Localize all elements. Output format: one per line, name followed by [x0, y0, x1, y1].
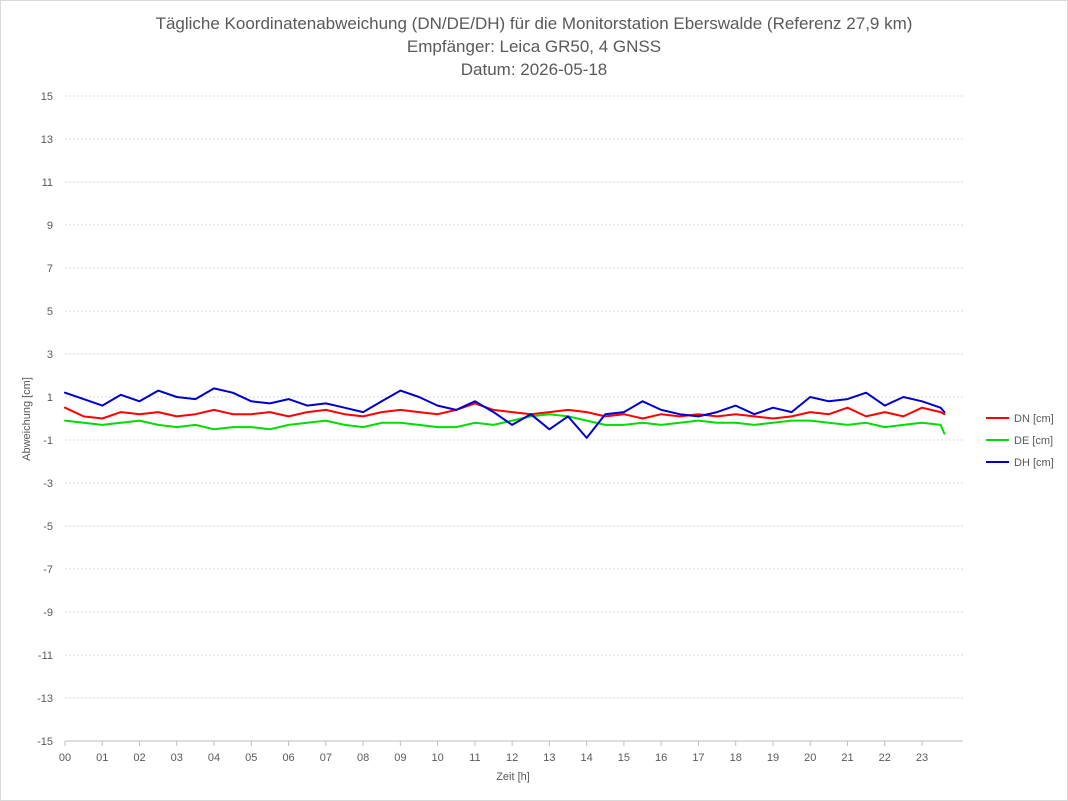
gridlines [65, 95, 963, 742]
x-tick-label: 08 [357, 752, 369, 764]
x-tick-label: 20 [804, 752, 816, 764]
legend-label: DH [cm] [1014, 457, 1054, 469]
x-tick-label: 14 [581, 752, 593, 764]
x-axis-label: Zeit [h] [496, 771, 530, 783]
x-tick-label: 23 [916, 752, 928, 764]
x-tick-label: 10 [431, 752, 443, 764]
legend: DN [cm] DE [cm] DH [cm] [986, 413, 1054, 469]
y-tick-label: 3 [47, 349, 53, 361]
y-tick-label: 13 [41, 134, 53, 146]
x-tick-label: 15 [618, 752, 630, 764]
y-tick-label: 15 [41, 91, 53, 103]
y-tick-label: -15 [37, 736, 53, 748]
series-line-dh [64, 387, 946, 439]
y-axis-ticks: 15 13 11 9 7 5 3 1 -1 -3 -5 -7 -9 -11 -13 -15 [37, 91, 53, 748]
x-tick-label: 07 [320, 752, 332, 764]
x-tick-label: 11 [469, 752, 480, 764]
series-line-dn [64, 402, 946, 420]
legend-label: DE [cm] [1014, 435, 1053, 447]
x-tick-label: 22 [879, 752, 891, 764]
chart-title-line-2: Empfänger: Leica GR50, 4 GNSS [407, 37, 661, 56]
y-tick-label: -9 [43, 607, 53, 619]
x-tick-label: 21 [841, 752, 853, 764]
y-tick-label: -7 [43, 564, 53, 576]
x-tick-label: 19 [767, 752, 779, 764]
x-tick-label: 18 [730, 752, 742, 764]
y-tick-label: -13 [37, 693, 53, 705]
y-tick-label: 1 [47, 392, 53, 404]
y-tick-label: -5 [43, 521, 53, 533]
x-tick-label: 06 [282, 752, 294, 764]
y-axis-label: Abweichung [cm] [21, 377, 33, 461]
chart-title-line-3: Datum: 2026-05-18 [461, 60, 607, 79]
x-tick-label: 03 [171, 752, 183, 764]
y-tick-label: 9 [47, 220, 53, 232]
x-tick-label: 13 [543, 752, 555, 764]
x-tick-label: 00 [59, 752, 71, 764]
x-tick-label: 16 [655, 752, 667, 764]
x-tick-label: 04 [208, 752, 220, 764]
x-tick-label: 02 [133, 752, 145, 764]
plot-area [64, 387, 946, 439]
x-tick-label: 01 [96, 752, 108, 764]
series-line-de [64, 413, 946, 435]
y-tick-label: 11 [42, 177, 53, 189]
chart-title-line-1: Tägliche Koordinatenabweichung (DN/DE/DH… [156, 14, 913, 33]
y-tick-label: 5 [47, 306, 53, 318]
x-tick-label: 05 [245, 752, 257, 764]
y-tick-label: -3 [43, 478, 53, 490]
x-axis-ticks: 00 01 02 03 04 05 06 07 08 09 10 11 12 13 14 15 16 17 18 19… [59, 741, 928, 764]
x-tick-label: 17 [692, 752, 704, 764]
x-tick-label: 12 [506, 752, 518, 764]
x-tick-label: 09 [394, 752, 406, 764]
legend-label: DN [cm] [1014, 413, 1054, 425]
y-tick-label: 7 [47, 263, 53, 275]
y-tick-label: -1 [43, 435, 53, 447]
y-tick-label: -11 [38, 650, 53, 662]
